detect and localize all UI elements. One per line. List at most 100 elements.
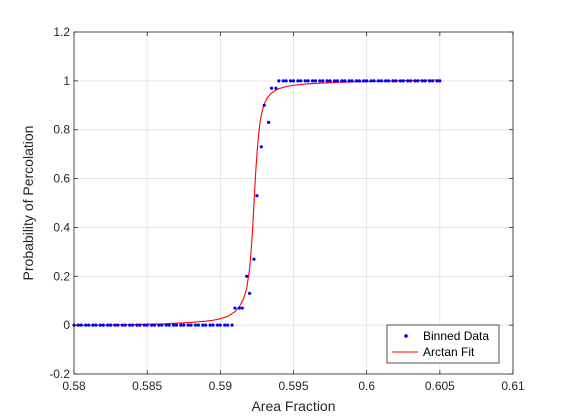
binned-data-point	[303, 79, 307, 83]
binned-data-point	[237, 306, 241, 310]
x-tick-label: 0.58	[62, 379, 86, 393]
binned-data-point	[413, 79, 417, 83]
binned-data-point	[179, 323, 183, 327]
binned-data-point	[208, 323, 212, 327]
binned-data-point	[401, 79, 405, 83]
binned-data-point	[226, 323, 230, 327]
binned-data-point	[196, 323, 200, 327]
x-tick-label: 0.585	[132, 379, 162, 393]
binned-data-point	[406, 79, 410, 83]
points-layer	[72, 79, 442, 327]
tick-marks	[73, 31, 514, 375]
binned-data-point	[108, 323, 113, 327]
binned-data-point	[372, 79, 376, 83]
binned-data-point	[128, 323, 132, 327]
binned-data-point	[186, 323, 190, 327]
binned-data-point	[255, 194, 259, 198]
binned-data-point	[76, 323, 80, 327]
binned-data-point	[145, 323, 149, 327]
binned-data-point	[347, 79, 351, 83]
arctan-fit-line	[73, 79, 440, 327]
binned-data-point	[423, 79, 427, 83]
binned-data-point	[142, 323, 146, 327]
y-tick-label: 0.4	[53, 220, 70, 234]
binned-data-point	[171, 323, 176, 327]
binned-data-point	[259, 145, 263, 149]
binned-data-point	[335, 79, 339, 83]
binned-data-point	[416, 79, 420, 83]
binned-data-point	[281, 79, 285, 83]
binned-data-point	[116, 323, 120, 327]
binned-data-point	[218, 323, 222, 327]
binned-data-point	[149, 323, 154, 327]
y-tick-label: 0	[63, 318, 70, 332]
binned-data-point	[365, 79, 369, 83]
legend: Binned Data Arctan Fit	[386, 324, 500, 364]
binned-data-point	[310, 79, 315, 83]
binned-data-point	[357, 79, 361, 83]
binned-data-point	[167, 323, 171, 327]
binned-data-point	[215, 323, 220, 327]
binned-data-point	[106, 323, 110, 327]
binned-data-point	[321, 79, 325, 83]
binned-data-point	[299, 79, 303, 83]
binned-data-point	[350, 79, 354, 83]
y-tick-label: 1	[63, 74, 70, 88]
binned-data-point	[328, 79, 332, 83]
binned-data-point	[101, 323, 105, 327]
binned-data-point	[387, 79, 391, 83]
y-tick-label: 0.8	[53, 123, 70, 137]
binned-data-point	[369, 79, 373, 83]
x-tick-label: 0.605	[425, 379, 455, 393]
binned-data-point	[435, 79, 439, 83]
binned-data-point	[120, 323, 124, 327]
binned-data-point	[160, 323, 164, 327]
binned-data-point	[269, 86, 274, 90]
binned-data-point	[313, 79, 318, 83]
binned-data-point	[193, 323, 198, 327]
y-tick-label: 0.2	[53, 269, 70, 283]
binned-data-point	[91, 323, 95, 327]
binned-data-point	[376, 79, 380, 83]
binned-data-point	[157, 323, 161, 327]
legend-box	[386, 324, 500, 364]
binned-data-point	[79, 323, 83, 327]
y-tick-label: 1.2	[53, 25, 70, 39]
binned-data-point	[262, 103, 266, 107]
binned-data-point	[240, 306, 244, 310]
binned-data-point	[420, 79, 424, 83]
binned-data-point	[296, 79, 300, 83]
binned-data-point	[384, 79, 388, 83]
binned-data-point	[325, 79, 329, 83]
binned-data-point	[182, 323, 186, 327]
binned-data-point	[274, 86, 278, 90]
binned-data-point	[87, 323, 91, 327]
legend-marker-binned-data	[404, 334, 408, 338]
tick-labels: 0.58 0.585 0.59 0.595 0.6 0.605 0.61-0.200.20.…	[49, 25, 525, 393]
binned-data-point	[427, 79, 432, 83]
binned-data-point	[201, 323, 205, 327]
binned-data-point	[362, 79, 366, 83]
binned-data-point	[138, 323, 142, 327]
binned-data-point	[379, 79, 383, 83]
binned-data-point	[113, 323, 117, 327]
binned-data-point	[152, 323, 157, 327]
binned-data-point	[84, 323, 88, 327]
binned-data-point	[318, 79, 322, 83]
binned-data-point	[223, 323, 227, 327]
binned-data-point	[204, 323, 208, 327]
binned-data-point	[123, 323, 127, 327]
binned-data-point	[267, 120, 271, 124]
binned-data-point	[174, 323, 179, 327]
binned-data-point	[230, 323, 234, 327]
x-tick-label: 0.595	[278, 379, 308, 393]
binned-data-point	[245, 274, 249, 278]
binned-data-point	[340, 79, 344, 83]
binned-data-point	[189, 323, 193, 327]
binned-data-point	[277, 79, 281, 83]
legend-label-binned-data: Binned Data	[423, 329, 489, 343]
binned-data-point	[332, 79, 337, 83]
binned-data-point	[98, 323, 102, 327]
binned-data-point	[343, 79, 347, 83]
